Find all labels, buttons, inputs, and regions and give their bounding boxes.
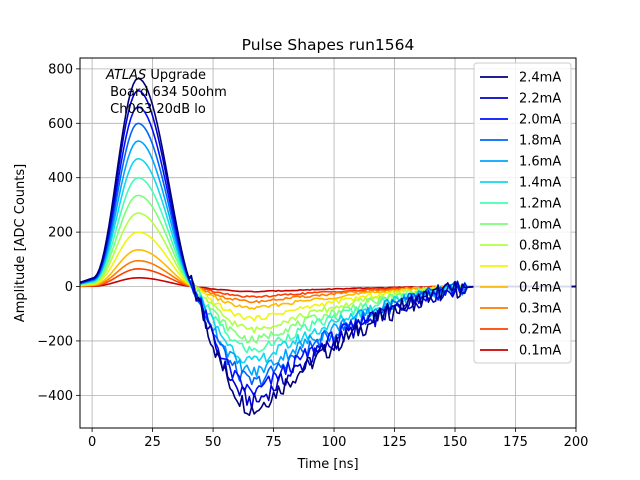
chart-title: Pulse Shapes run1564 [242,36,415,54]
legend: 2.4mA 2.2mA 2.0mA 1.8mA 1.6mA 1.4mA 1.2mA 1.0mA… [473,62,572,364]
x-tick-label: 200 [564,435,589,450]
axis-ticks: 0 25 50 75 100 125 150 175 200 −400 −200 0 200 400 600… [37,62,588,450]
legend-label-0.3mA: 0.3mA [519,302,561,317]
y-tick-label: 800 [48,62,73,77]
annotation-atlas: ATLAS [105,68,146,83]
y-tick-label: 600 [48,117,73,132]
x-tick-label: 50 [205,435,222,450]
y-tick-label: 200 [48,226,73,241]
legend-label-0.8mA: 0.8mA [519,239,561,254]
annotation-line-3: Ch063 20dB lo [106,102,206,117]
x-tick-label: 0 [88,435,96,450]
x-tick-label: 150 [443,435,468,450]
x-tick-label: 125 [382,435,407,450]
annotation-block: ATLAS Upgrade Board 634 50ohm Ch063 20dB… [105,68,227,117]
legend-label-0.6mA: 0.6mA [519,260,561,275]
legend-label-2.4mA: 2.4mA [519,71,561,86]
legend-label-0.4mA: 0.4mA [519,281,561,296]
legend-label-2.0mA: 2.0mA [519,113,561,128]
legend-label-0.2mA: 0.2mA [519,323,561,338]
legend-label-1.6mA: 1.6mA [519,155,561,170]
legend-label-2.2mA: 2.2mA [519,92,561,107]
y-tick-label: 400 [48,171,73,186]
x-tick-label: 25 [144,435,161,450]
legend-label-1.0mA: 1.0mA [519,218,561,233]
legend-label-1.2mA: 1.2mA [519,197,561,212]
y-tick-label: −400 [37,389,73,404]
y-tick-label: 0 [65,280,73,295]
x-tick-label: 100 [322,435,347,450]
annotation-line-1: ATLAS Upgrade [105,68,206,83]
legend-label-1.8mA: 1.8mA [519,134,561,149]
y-axis-label: Amplitude [ADC Counts] [13,164,28,322]
x-tick-label: 75 [265,435,282,450]
y-tick-label: −200 [37,334,73,349]
annotation-line-2: Board 634 50ohm [106,85,227,100]
x-axis-label: Time [ns] [296,457,358,472]
plot-frame [79,57,577,429]
legend-label-1.4mA: 1.4mA [519,176,561,191]
x-tick-label: 175 [503,435,528,450]
legend-label-0.1mA: 0.1mA [519,344,561,359]
legend-box [473,62,572,364]
annotation-upgrade: Upgrade [146,68,206,83]
